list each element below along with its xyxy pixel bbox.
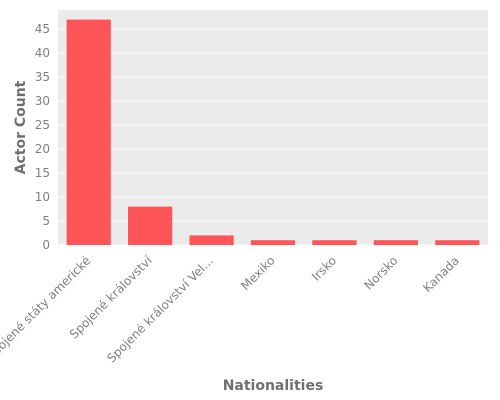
x-tick-label: Mexiko xyxy=(238,253,277,292)
bar xyxy=(373,240,418,245)
y-tick-label: 20 xyxy=(35,142,50,156)
bar xyxy=(312,240,357,245)
plot-background xyxy=(58,10,488,245)
y-tick-label: 45 xyxy=(35,22,50,36)
y-tick-label: 15 xyxy=(35,166,50,180)
y-tick-label: 35 xyxy=(35,70,50,84)
x-tick-label: Kanada xyxy=(420,253,462,295)
bar xyxy=(66,19,111,245)
bars xyxy=(66,19,480,245)
x-tick-label: Spojené státy americké xyxy=(0,253,93,363)
y-tick-label: 5 xyxy=(42,214,50,228)
y-tick-label: 0 xyxy=(42,238,50,252)
x-tick-label: Spojené království Vel… xyxy=(104,253,216,365)
x-tick-label: Norsko xyxy=(361,253,400,292)
bar xyxy=(435,240,480,245)
x-axis-title: Nationalities xyxy=(223,378,324,394)
y-tick-label: 25 xyxy=(35,118,50,132)
bar xyxy=(250,240,296,245)
bar xyxy=(128,206,173,245)
y-axis-title: Actor Count xyxy=(13,80,29,174)
y-axis-ticks: 0 5 10 15 20 25 30 35 40 45 xyxy=(35,22,50,252)
y-tick-label: 10 xyxy=(35,190,50,204)
y-tick-label: 40 xyxy=(35,46,50,60)
bar xyxy=(189,235,234,245)
x-tick-label: Irsko xyxy=(309,253,339,283)
y-tick-label: 30 xyxy=(35,94,50,108)
